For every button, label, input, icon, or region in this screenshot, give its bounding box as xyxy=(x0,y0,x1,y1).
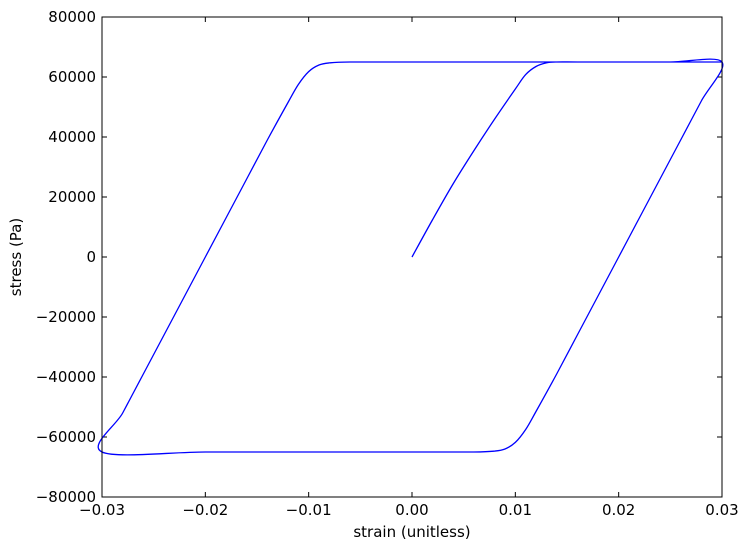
x-axis-label: strain (unitless) xyxy=(353,523,470,541)
y-tick-label: −80000 xyxy=(36,488,96,506)
x-tick-label: 0.01 xyxy=(499,501,532,519)
y-axis-ticks: −80000 −60000 −40000 −20000 0 20000 40000 60000… xyxy=(36,8,722,506)
plot-frame xyxy=(101,16,723,498)
x-tick-label: −0.01 xyxy=(286,501,332,519)
y-tick-label: 20000 xyxy=(48,188,96,206)
series-layer xyxy=(97,58,724,456)
series-line xyxy=(97,58,724,456)
y-tick-label: 0 xyxy=(86,248,96,266)
x-tick-label: 0.02 xyxy=(602,501,635,519)
x-tick-label: 0.03 xyxy=(705,501,738,519)
y-tick-label: −20000 xyxy=(36,308,96,326)
x-tick-label: 0.00 xyxy=(395,501,428,519)
x-axis-ticks: −0.03 −0.02 −0.01 0.00 0.01 0.02 0.03 xyxy=(79,17,739,519)
y-tick-label: 60000 xyxy=(48,68,96,86)
y-tick-label: 40000 xyxy=(48,128,96,146)
y-tick-label: 80000 xyxy=(48,8,96,26)
x-tick-label: −0.02 xyxy=(182,501,228,519)
y-axis-label: stress (Pa) xyxy=(7,218,25,296)
y-tick-label: −60000 xyxy=(36,428,96,446)
x-tick-label: −0.03 xyxy=(79,501,125,519)
y-tick-label: −40000 xyxy=(36,368,96,386)
